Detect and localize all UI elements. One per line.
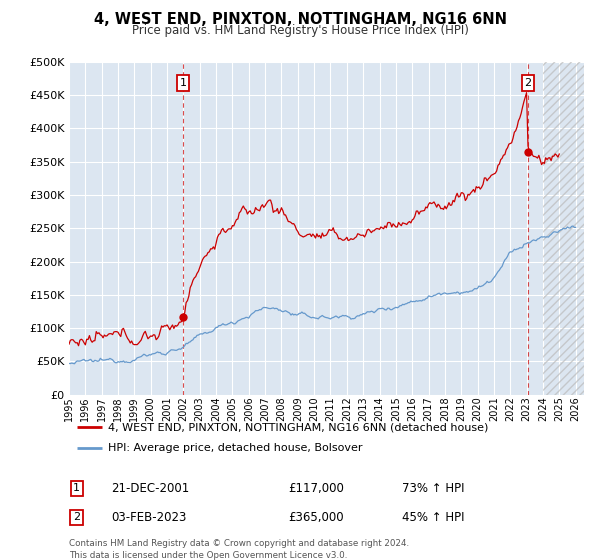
Text: 21-DEC-2001: 21-DEC-2001 [111,482,189,495]
Text: 4, WEST END, PINXTON, NOTTINGHAM, NG16 6NN (detached house): 4, WEST END, PINXTON, NOTTINGHAM, NG16 6… [107,422,488,432]
Text: 2: 2 [524,78,532,88]
Text: HPI: Average price, detached house, Bolsover: HPI: Average price, detached house, Bols… [107,443,362,453]
Text: 45% ↑ HPI: 45% ↑ HPI [402,511,464,524]
Text: Price paid vs. HM Land Registry's House Price Index (HPI): Price paid vs. HM Land Registry's House … [131,24,469,36]
Text: 4, WEST END, PINXTON, NOTTINGHAM, NG16 6NN: 4, WEST END, PINXTON, NOTTINGHAM, NG16 6… [94,12,506,27]
Text: £365,000: £365,000 [288,511,344,524]
Text: 1: 1 [179,78,187,88]
Text: Contains HM Land Registry data © Crown copyright and database right 2024.
This d: Contains HM Land Registry data © Crown c… [69,539,409,559]
Text: 03-FEB-2023: 03-FEB-2023 [111,511,187,524]
Text: £117,000: £117,000 [288,482,344,495]
Text: 2: 2 [73,512,80,522]
Text: 1: 1 [73,483,80,493]
Text: 73% ↑ HPI: 73% ↑ HPI [402,482,464,495]
